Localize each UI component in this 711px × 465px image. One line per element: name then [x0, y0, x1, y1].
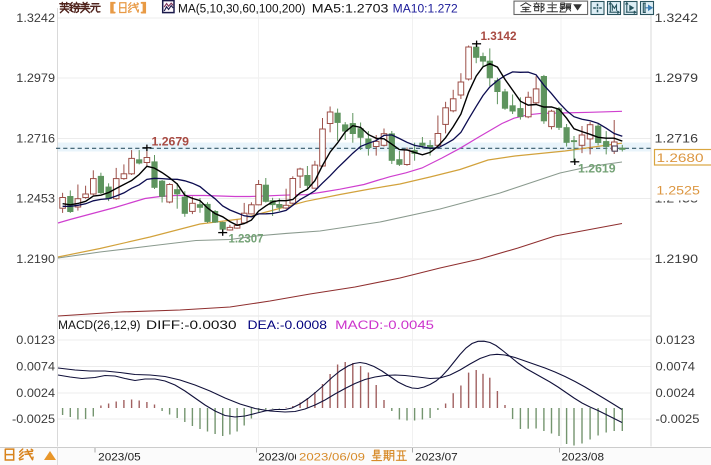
svg-text:0.0074: 0.0074 [16, 362, 55, 374]
svg-text:1.2679: 1.2679 [152, 137, 190, 149]
svg-text:1.2716: 1.2716 [16, 134, 55, 146]
svg-text:1.2680: 1.2680 [657, 151, 704, 165]
svg-text:DIFF:-0.0030: DIFF:-0.0030 [146, 320, 237, 332]
svg-text:1.2979: 1.2979 [16, 73, 55, 85]
svg-text:1.3142: 1.3142 [481, 31, 517, 43]
svg-text:1.2619: 1.2619 [578, 164, 616, 176]
svg-text:-0.0025: -0.0025 [12, 414, 55, 426]
svg-text:1.2190: 1.2190 [16, 254, 55, 266]
svg-text:MA10:1.272: MA10:1.272 [393, 4, 458, 16]
svg-text:MA(5,10,30,60,100,200): MA(5,10,30,60,100,200) [178, 4, 306, 16]
svg-text:MACD:-0.0045: MACD:-0.0045 [335, 320, 434, 332]
svg-text:MA5:1.2703: MA5:1.2703 [312, 4, 389, 16]
svg-text:-0.0025: -0.0025 [656, 414, 700, 426]
svg-text:0.0123: 0.0123 [656, 335, 696, 347]
svg-text:0.0024: 0.0024 [16, 388, 55, 400]
svg-text:0.0123: 0.0123 [16, 335, 55, 347]
svg-text:2023/06/09: 2023/06/09 [299, 452, 365, 464]
svg-text:0.0074: 0.0074 [656, 362, 696, 374]
svg-text:MACD(26,12,9): MACD(26,12,9) [58, 320, 140, 332]
svg-text:1.2453: 1.2453 [16, 194, 55, 206]
svg-text:1.2190: 1.2190 [655, 254, 699, 266]
svg-text:1.2716: 1.2716 [655, 134, 699, 146]
svg-text:2023/06: 2023/06 [258, 452, 301, 464]
svg-text:DEA:-0.0008: DEA:-0.0008 [248, 320, 328, 332]
svg-text:2023/05: 2023/05 [98, 452, 141, 464]
svg-text:2023/07: 2023/07 [415, 452, 458, 464]
svg-text:2023/08: 2023/08 [562, 452, 605, 464]
svg-text:1.2979: 1.2979 [655, 73, 699, 85]
svg-text:1.3242: 1.3242 [655, 13, 699, 25]
svg-text:1.2525: 1.2525 [656, 186, 700, 198]
svg-text:1.3242: 1.3242 [16, 13, 55, 25]
svg-text:0.0024: 0.0024 [656, 388, 696, 400]
svg-text:1.2307: 1.2307 [229, 234, 264, 246]
